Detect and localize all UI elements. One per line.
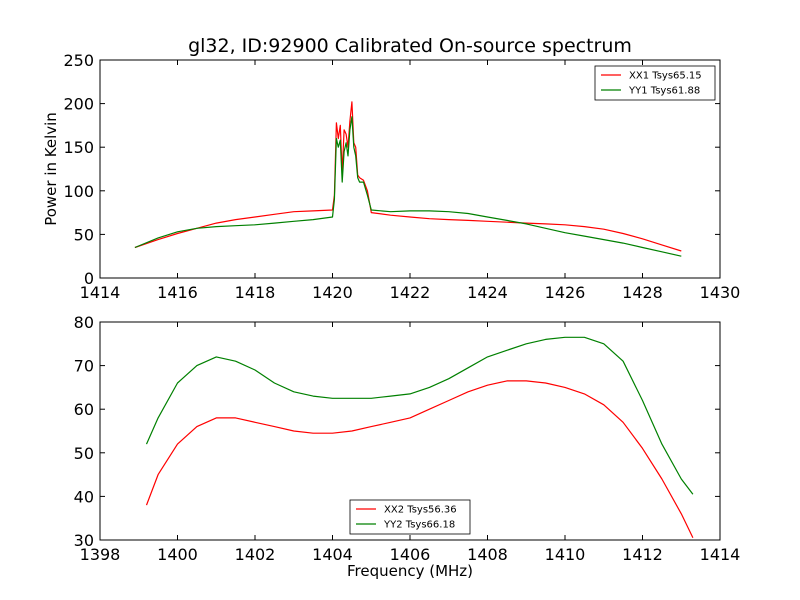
x-tick-label-2-8: 1414 (700, 545, 741, 564)
x-tick-label-1-6: 1426 (545, 283, 586, 302)
x-tick-label-2-2: 1402 (235, 545, 276, 564)
x-tick-label-1-0: 1414 (80, 283, 121, 302)
x-tick-label-2-1: 1400 (157, 545, 198, 564)
legend-box-1 (594, 65, 716, 101)
y-tick-label-1-3: 150 (63, 138, 94, 157)
x-tick-label-1-1: 1416 (157, 283, 198, 302)
chart-title: gl32, ID:92900 Calibrated On-source spec… (188, 35, 632, 57)
series-line-1-2 (134, 116, 682, 257)
x-tick-label-2-3: 1404 (312, 545, 353, 564)
x-tick-label-2-6: 1410 (545, 545, 586, 564)
y-tick-label-2-1: 40 (74, 487, 94, 506)
x-tick-label-1-7: 1428 (622, 283, 663, 302)
x-tick-label-2-4: 1406 (390, 545, 431, 564)
series-line-2-2 (145, 336, 694, 495)
legend-label-1-2: YY1 Tsys61.88 (628, 86, 700, 97)
x-tick-label-2-5: 1408 (467, 545, 508, 564)
x-tick-label-2-7: 1412 (622, 545, 663, 564)
y-tick-label-2-2: 50 (74, 444, 94, 463)
legend-label-2-1: XX2 Tsys56.36 (384, 505, 457, 516)
series-line-1-1 (134, 101, 682, 252)
y-tick-label-1-2: 100 (63, 182, 94, 201)
y-tick-label-1-5: 250 (63, 51, 94, 70)
x-tick-label-1-2: 1418 (235, 283, 276, 302)
x-axis-label-2: Frequency (MHz) (347, 562, 473, 580)
y-axis-label-1: Power in Kelvin (42, 112, 60, 226)
x-tick-label-1-8: 1430 (700, 283, 741, 302)
legend-2: XX2 Tsys56.36 YY2 Tsys66.18 (349, 499, 471, 535)
y-tick-label-2-4: 70 (74, 357, 94, 376)
y-tick-label-2-5: 80 (74, 313, 94, 332)
legend-label-1-1: XX1 Tsys65.15 (629, 71, 702, 82)
y-tick-label-1-1: 50 (74, 225, 94, 244)
legend-1: XX1 Tsys65.15 YY1 Tsys61.88 (594, 65, 716, 101)
x-tick-label-1-3: 1420 (312, 283, 353, 302)
chart-panel-1: 1414 1416 1418 1420 1422 1424 1426 1428 1430 0 50 1… (42, 35, 740, 302)
legend-label-2-2: YY2 Tsys66.18 (383, 520, 455, 531)
x-tick-label-2-0: 1398 (80, 545, 121, 564)
x-tick-label-1-4: 1422 (390, 283, 431, 302)
chart-panel-2: 1398 1400 1402 1404 1406 1408 1410 1412 1414 30 40… (74, 313, 741, 580)
y-tick-label-1-0: 0 (84, 269, 94, 288)
y-tick-label-2-3: 60 (74, 400, 94, 419)
x-tick-label-1-5: 1424 (467, 283, 508, 302)
series-line-2-1 (145, 380, 694, 539)
legend-box-2 (349, 499, 471, 535)
y-tick-label-1-4: 200 (63, 95, 94, 114)
y-tick-label-2-0: 30 (74, 531, 94, 550)
